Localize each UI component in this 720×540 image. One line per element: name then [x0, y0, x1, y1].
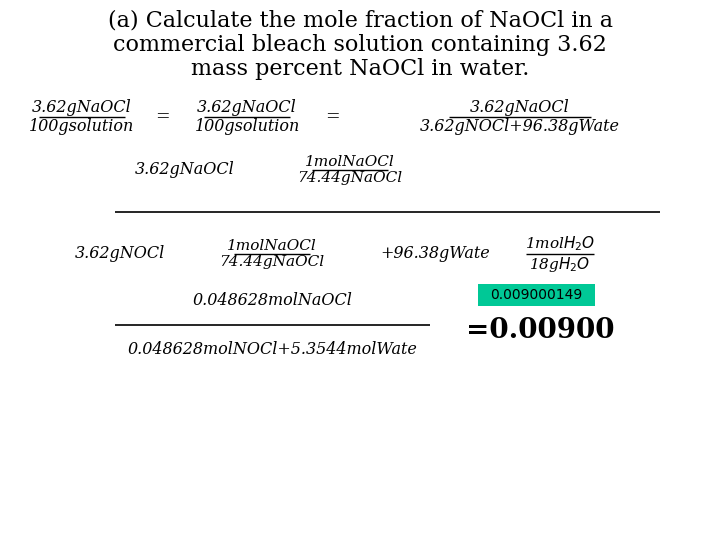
Text: 18g$H_2O$: 18g$H_2O$ [529, 255, 590, 274]
Text: 0.009000149: 0.009000149 [490, 288, 582, 302]
Text: 3.62gNaOCl: 3.62gNaOCl [32, 99, 132, 116]
Text: 0.048628molNOCl+5.3544molWate: 0.048628molNOCl+5.3544molWate [127, 341, 417, 358]
Text: 1mol$H_2O$: 1mol$H_2O$ [525, 234, 595, 253]
Text: 0.048628molNaOCl: 0.048628molNaOCl [192, 292, 352, 309]
Text: 1molNaOCl: 1molNaOCl [227, 239, 317, 253]
Text: =: = [325, 109, 339, 125]
Text: 100gsolution: 100gsolution [194, 118, 300, 135]
Text: 3.62gNaOCl: 3.62gNaOCl [197, 99, 297, 116]
Text: mass percent NaOCl in water.: mass percent NaOCl in water. [191, 58, 529, 80]
Text: 74.44gNaOCl: 74.44gNaOCl [220, 255, 325, 269]
Text: commercial bleach solution containing 3.62: commercial bleach solution containing 3.… [113, 34, 607, 56]
Text: =0.00900: =0.00900 [466, 316, 614, 343]
Text: (a) Calculate the mole fraction of NaOCl in a: (a) Calculate the mole fraction of NaOCl… [107, 10, 613, 32]
Text: 3.62gNaOCl: 3.62gNaOCl [470, 99, 570, 116]
Text: 3.62gNOCl+96.38gWate: 3.62gNOCl+96.38gWate [420, 118, 620, 135]
Text: 3.62gNOCl: 3.62gNOCl [75, 246, 165, 262]
Text: 1molNaOCl: 1molNaOCl [305, 155, 395, 169]
Text: 3.62gNaOCl: 3.62gNaOCl [135, 161, 235, 179]
Text: =: = [155, 109, 169, 125]
Text: 74.44gNaOCl: 74.44gNaOCl [297, 171, 402, 185]
FancyBboxPatch shape [478, 284, 595, 306]
Text: +96.38gWate: +96.38gWate [380, 246, 490, 262]
Text: 100gsolution: 100gsolution [30, 118, 135, 135]
